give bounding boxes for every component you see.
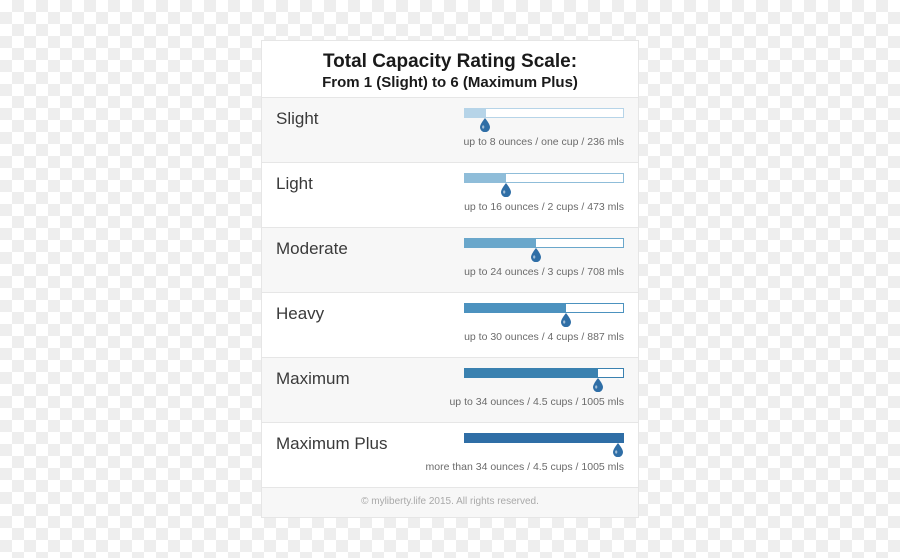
- level-meter-area: up to 34 ounces / 4.5 cups / 1005 mls: [396, 368, 624, 416]
- drop-icon: [500, 183, 512, 197]
- level-row: Slight up to 8 ounces / one cup / 236 mls: [262, 98, 638, 163]
- level-description: up to 24 ounces / 3 cups / 708 mls: [464, 266, 624, 278]
- capacity-bar: [464, 238, 624, 264]
- level-row: Moderate up to 24 ounces / 3 cups / 708 m…: [262, 228, 638, 293]
- drop-icon: [592, 378, 604, 392]
- drop-icon: [530, 248, 542, 262]
- level-label: Moderate: [276, 238, 396, 286]
- card-header: Total Capacity Rating Scale: From 1 (Sli…: [262, 41, 638, 99]
- level-label: Maximum Plus: [276, 433, 396, 481]
- level-meter-area: up to 24 ounces / 3 cups / 708 mls: [396, 238, 624, 286]
- bar-fill: [465, 369, 598, 377]
- level-row: Light up to 16 ounces / 2 cups / 473 mls: [262, 163, 638, 228]
- level-meter-area: up to 30 ounces / 4 cups / 887 mls: [396, 303, 624, 351]
- bar-track: [464, 433, 624, 443]
- level-description: up to 34 ounces / 4.5 cups / 1005 mls: [449, 396, 624, 408]
- bar-fill: [465, 174, 506, 182]
- bar-fill: [465, 109, 486, 117]
- level-row: Maximum up to 34 ounces / 4.5 cups / 1005…: [262, 358, 638, 423]
- level-description: up to 30 ounces / 4 cups / 887 mls: [464, 331, 624, 343]
- level-description: up to 16 ounces / 2 cups / 473 mls: [464, 201, 624, 213]
- level-label: Light: [276, 173, 396, 221]
- capacity-bar: [464, 433, 624, 459]
- rating-scale-card: Total Capacity Rating Scale: From 1 (Sli…: [261, 40, 639, 519]
- card-footer: © myliberty.life 2015. All rights reserv…: [262, 488, 638, 517]
- bar-track: [464, 303, 624, 313]
- capacity-bar: [464, 303, 624, 329]
- bar-track: [464, 173, 624, 183]
- level-row: Maximum Plus more than 34 ounces / 4.5 cu…: [262, 423, 638, 488]
- capacity-bar: [464, 368, 624, 394]
- levels-list: Slight up to 8 ounces / one cup / 236 mls…: [262, 98, 638, 488]
- capacity-bar: [464, 108, 624, 134]
- drop-icon: [612, 443, 624, 457]
- level-label: Slight: [276, 108, 396, 156]
- drop-icon: [560, 313, 572, 327]
- level-description: more than 34 ounces / 4.5 cups / 1005 ml…: [426, 461, 624, 473]
- level-meter-area: up to 8 ounces / one cup / 236 mls: [396, 108, 624, 156]
- bar-track: [464, 368, 624, 378]
- card-title: Total Capacity Rating Scale:: [274, 51, 626, 73]
- level-meter-area: up to 16 ounces / 2 cups / 473 mls: [396, 173, 624, 221]
- bar-fill: [465, 434, 623, 442]
- level-description: up to 8 ounces / one cup / 236 mls: [463, 136, 624, 148]
- bar-fill: [465, 304, 566, 312]
- level-row: Heavy up to 30 ounces / 4 cups / 887 mls: [262, 293, 638, 358]
- card-subtitle: From 1 (Slight) to 6 (Maximum Plus): [274, 74, 626, 91]
- level-label: Maximum: [276, 368, 396, 416]
- bar-fill: [465, 239, 536, 247]
- bar-track: [464, 238, 624, 248]
- bar-track: [464, 108, 624, 118]
- drop-icon: [479, 118, 491, 132]
- level-meter-area: more than 34 ounces / 4.5 cups / 1005 ml…: [396, 433, 624, 481]
- level-label: Heavy: [276, 303, 396, 351]
- capacity-bar: [464, 173, 624, 199]
